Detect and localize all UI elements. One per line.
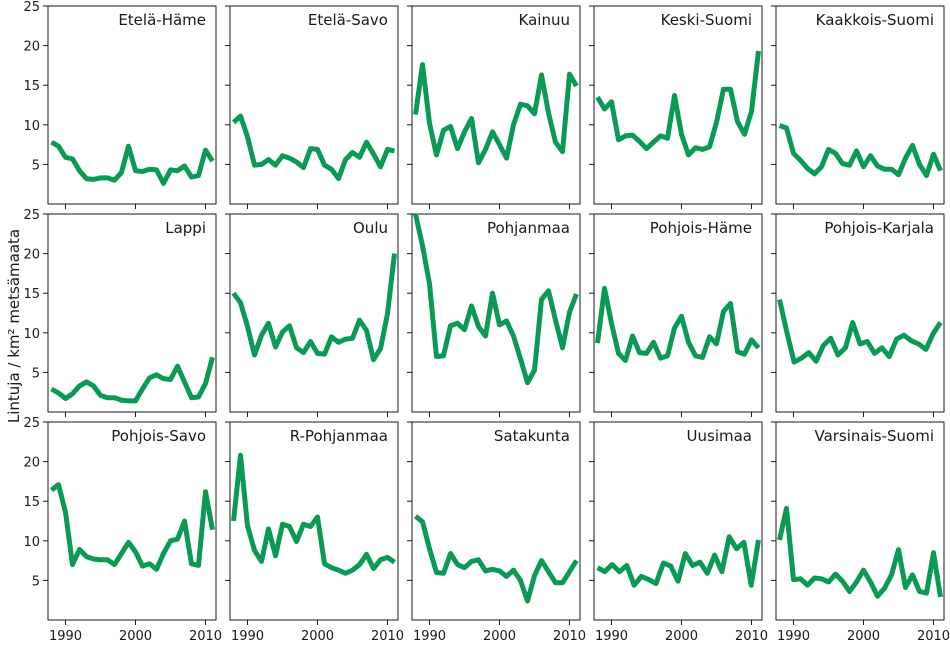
panel-frame (229, 213, 399, 413)
y-tick-label: 5 (32, 158, 40, 173)
series-line-pohjois-savo (49, 482, 215, 572)
panel-frame (411, 421, 581, 621)
y-tick-label: 5 (32, 366, 40, 381)
panel-frame (229, 421, 399, 621)
panel-keski-suomi: Keski-Suomi (589, 5, 763, 209)
panel-frame (47, 5, 217, 205)
y-axis-label: Lintuja / km² metsämaata (5, 229, 23, 423)
x-tick-label: 2000 (483, 629, 516, 644)
panel-title: Uusimaa (687, 427, 752, 445)
panel-grid: 5 10 15 20 25 Etelä-Häme Etelä-Savo Kainuu Keski… (23, 0, 950, 644)
panel-kaakkois-suomi: Kaakkois-Suomi (771, 5, 945, 209)
x-tick-label: 1990 (49, 629, 82, 644)
series-line-kainuu (413, 62, 579, 166)
x-tick-label: 1990 (413, 629, 446, 644)
panel-frame (593, 421, 763, 621)
series-line-etel-savo (231, 113, 396, 182)
series-line-satakunta (413, 514, 579, 604)
panel-frame (593, 5, 763, 205)
panel-title: Pohjois-Häme (650, 219, 752, 237)
x-tick-label: 1990 (595, 629, 628, 644)
series-line-oulu (231, 253, 397, 363)
series-line-r-pohjanmaa (231, 452, 396, 576)
panel-pohjois-h-me: Pohjois-Häme (589, 213, 763, 417)
x-tick-label: 2000 (119, 629, 152, 644)
panel-title: Pohjois-Savo (111, 427, 206, 445)
panel-title: Oulu (353, 219, 388, 237)
panel-frame (775, 5, 945, 205)
y-tick-label: 15 (23, 79, 40, 94)
series-line-varsinais-suomi (777, 505, 943, 599)
y-tick-label: 10 (23, 327, 40, 342)
panel-title: R-Pohjanmaa (290, 427, 388, 445)
y-tick-label: 15 (23, 287, 40, 302)
panel-title: Pohjois-Karjala (824, 219, 934, 237)
series-line-etel-h-me (50, 140, 215, 186)
panel-satakunta: 1990 2000 2010 Satakunta (407, 421, 586, 644)
panel-pohjois-savo: 5 10 15 20 25 1990 2000 2010 Pohjois-Savo (23, 416, 222, 644)
y-tick-label: 10 (23, 119, 40, 134)
panel-title: Lappi (165, 219, 206, 237)
x-tick-label: 2010 (189, 629, 222, 644)
series-line-lappi (50, 356, 215, 404)
panel-pohjanmaa: Pohjanmaa (407, 213, 581, 417)
x-tick-label: 2000 (665, 629, 698, 644)
series-line-pohjois-karjala (777, 298, 943, 365)
panel-oulu: Oulu (225, 213, 399, 417)
panel-title: Etelä-Savo (308, 11, 388, 29)
x-tick-label: 2010 (917, 629, 950, 644)
panel-r-pohjanmaa: 1990 2000 2010 R-Pohjanmaa (225, 421, 404, 644)
y-tick-label: 25 (23, 208, 40, 223)
panel-etel-savo: Etelä-Savo (225, 5, 399, 209)
y-tick-label: 5 (32, 574, 40, 589)
series-line-pohjois-h-me (595, 285, 761, 363)
panel-pohjois-karjala: Pohjois-Karjala (771, 213, 945, 417)
panel-etel-h-me: 5 10 15 20 25 Etelä-Häme (23, 0, 217, 209)
panel-title: Kaakkois-Suomi (816, 11, 934, 29)
y-tick-label: 20 (23, 248, 40, 263)
panel-frame (411, 213, 581, 413)
panel-title: Pohjanmaa (487, 219, 570, 237)
x-tick-label: 2000 (301, 629, 334, 644)
series-line-uusimaa (596, 534, 761, 588)
panel-title: Etelä-Häme (118, 11, 206, 29)
panel-frame (229, 5, 399, 205)
panel-frame (593, 213, 763, 413)
x-tick-label: 2000 (847, 629, 880, 644)
panel-kainuu: Kainuu (407, 5, 581, 209)
y-tick-label: 15 (23, 495, 40, 510)
panel-frame (47, 213, 217, 413)
y-tick-label: 25 (23, 0, 40, 15)
y-tick-label: 20 (23, 456, 40, 471)
x-tick-label: 2010 (371, 629, 404, 644)
x-tick-label: 1990 (231, 629, 264, 644)
panel-frame (775, 213, 945, 413)
x-tick-label: 2010 (735, 629, 768, 644)
panel-title: Kainuu (519, 11, 570, 29)
panel-frame (775, 421, 945, 621)
series-line-keski-suomi (595, 50, 761, 158)
series-line-pohjanmaa (413, 213, 579, 386)
panel-frame (47, 421, 217, 621)
panel-varsinais-suomi: 1990 2000 2010 Varsinais-Suomi (771, 421, 950, 644)
panel-lappi: 5 10 15 20 25 Lappi (23, 208, 217, 417)
y-tick-label: 25 (23, 416, 40, 431)
y-tick-label: 20 (23, 40, 40, 55)
x-tick-label: 2010 (553, 629, 586, 644)
panel-uusimaa: 1990 2000 2010 Uusimaa (589, 421, 768, 644)
panel-frame (411, 5, 581, 205)
series-line-kaakkois-suomi (778, 123, 943, 178)
panel-title: Varsinais-Suomi (814, 427, 934, 445)
panel-title: Keski-Suomi (661, 11, 752, 29)
panel-title: Satakunta (494, 427, 570, 445)
x-tick-label: 1990 (777, 629, 810, 644)
y-tick-label: 10 (23, 535, 40, 550)
